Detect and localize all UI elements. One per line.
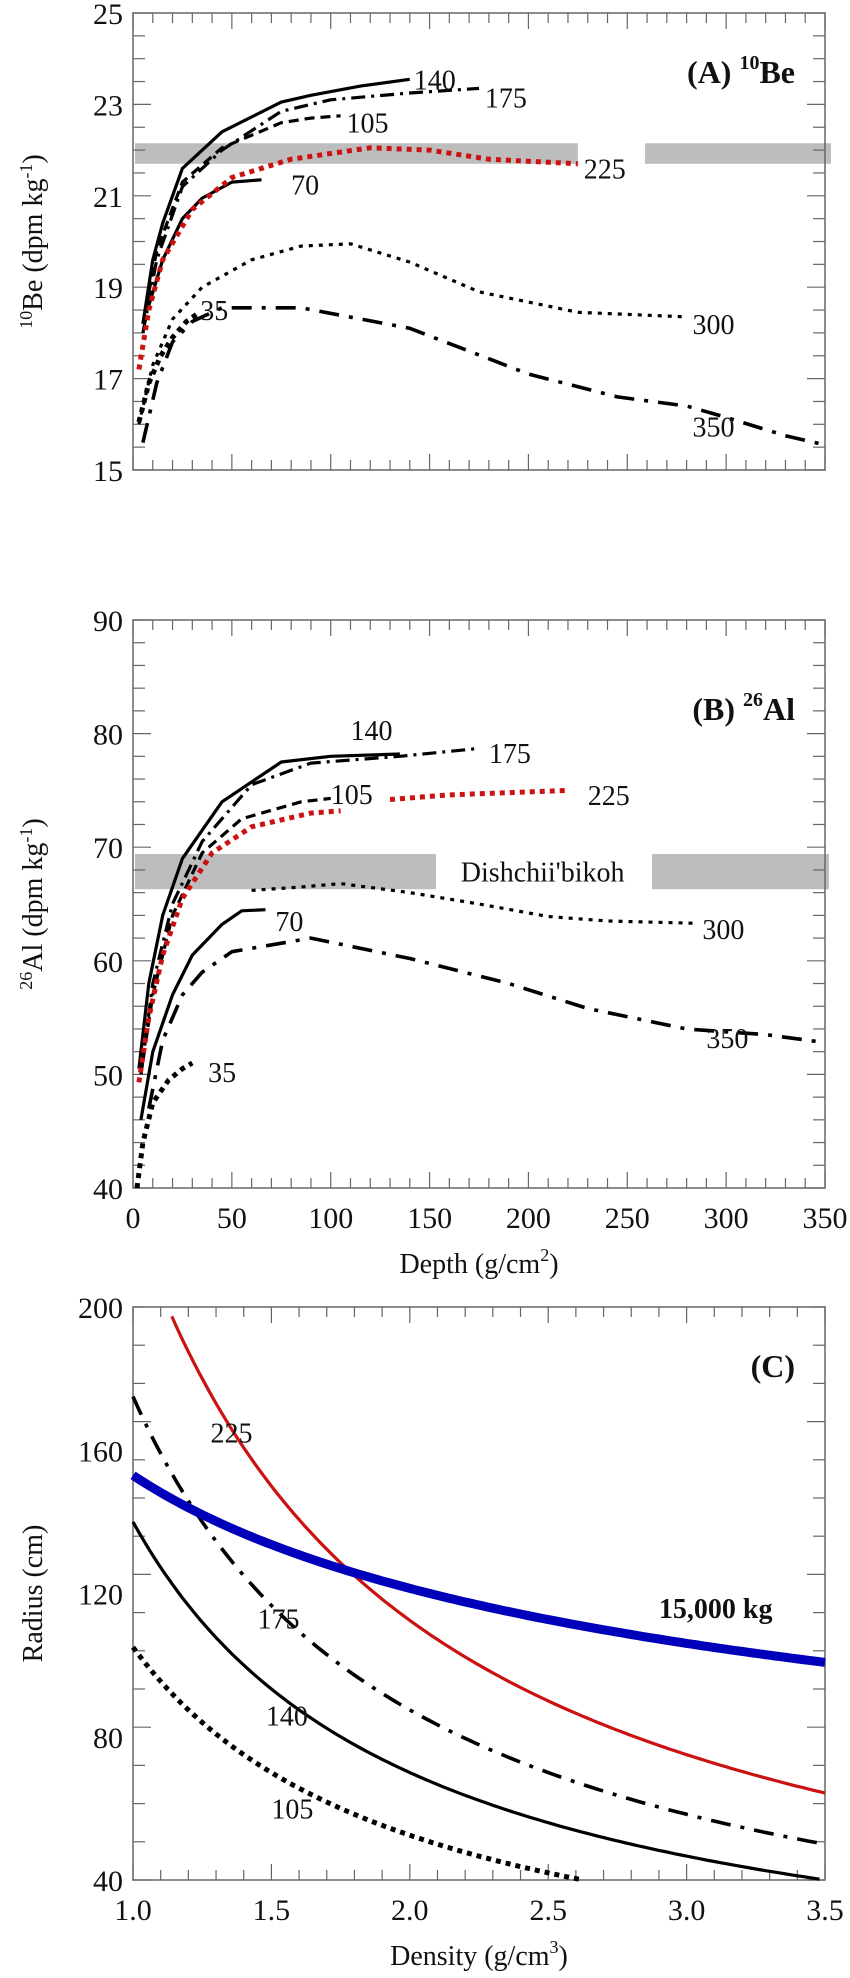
series-line-140 xyxy=(131,1521,820,1881)
x-tick-label: 3.0 xyxy=(668,1894,706,1927)
series-line-300 xyxy=(251,882,697,925)
series-line-175 xyxy=(131,1395,826,1846)
y-tick-label: 15 xyxy=(93,455,123,488)
y-tick-label: 160 xyxy=(78,1435,123,1468)
series-label-70: 70 xyxy=(275,907,303,938)
series-line-225 xyxy=(170,1315,826,1795)
y-tick-label: 70 xyxy=(93,832,123,865)
x-tick-label: 250 xyxy=(605,1202,650,1235)
series-line-350 xyxy=(147,936,826,1109)
series-line-35 xyxy=(134,1060,194,1189)
series-line-140 xyxy=(141,77,411,325)
x-tick-label: 2.5 xyxy=(529,1894,567,1927)
series-label-175: 175 xyxy=(258,1605,300,1636)
plot-frame xyxy=(132,1306,826,1881)
series-line-105 xyxy=(141,114,341,325)
x-tick-label: 350 xyxy=(803,1202,848,1235)
y-tick-label: 80 xyxy=(93,719,123,752)
y-axis-title: 10Be (dpm kg-1) xyxy=(16,154,49,329)
x-axis-title: Density (g/cm3) xyxy=(390,1937,568,1972)
series-line-70 xyxy=(147,178,262,306)
reference-band xyxy=(135,143,578,164)
y-tick-label: 21 xyxy=(93,181,123,214)
panel-C: 40 80 120 160 200 1.0 1.5 2.0 2.5 3.0 3.5 225 175 140… xyxy=(18,1292,844,1972)
series-line-175 xyxy=(139,746,480,1075)
series-line-15000kg xyxy=(130,1471,826,1667)
y-tick-label: 17 xyxy=(93,364,123,397)
series-line-105 xyxy=(130,1645,582,1883)
x-tick-label: 2.0 xyxy=(391,1894,429,1927)
series-label-70: 70 xyxy=(291,170,319,201)
x-tick-label: 200 xyxy=(506,1202,551,1235)
series-label-140: 140 xyxy=(266,1701,308,1732)
y-tick-label: 200 xyxy=(78,1292,123,1325)
y-tick-label: 80 xyxy=(93,1722,123,1755)
x-tick-label: 150 xyxy=(407,1202,452,1235)
series-line-225 xyxy=(136,808,341,1083)
reference-band xyxy=(652,854,829,890)
series-line-70 xyxy=(139,908,266,1121)
y-tick-label: 40 xyxy=(93,1865,123,1898)
x-tick-label: 1.0 xyxy=(114,1894,152,1927)
series-label-105: 105 xyxy=(271,1794,313,1825)
x-tick-label: 0 xyxy=(126,1202,141,1235)
x-tick-label: 50 xyxy=(217,1202,247,1235)
series-line-225 xyxy=(136,145,579,370)
series-label-35: 35 xyxy=(200,296,228,327)
series-line-300 xyxy=(137,242,687,425)
series-line-140 xyxy=(137,752,400,1069)
series-label-350: 350 xyxy=(706,1024,748,1055)
y-tick-label: 19 xyxy=(93,272,123,305)
x-tick-label: 100 xyxy=(308,1202,353,1235)
y-tick-label: 120 xyxy=(78,1579,123,1612)
series-label-300: 300 xyxy=(702,915,744,946)
series-label-350: 350 xyxy=(693,413,735,444)
y-tick-label: 60 xyxy=(93,946,123,979)
reference-band xyxy=(645,143,831,164)
series-label-300: 300 xyxy=(693,310,735,341)
panel-title: (B) 26Al xyxy=(692,689,795,727)
x-tick-label: 3.5 xyxy=(806,1894,844,1927)
series-line-350 xyxy=(141,306,826,447)
x-tick-label: 1.5 xyxy=(253,1894,291,1927)
panel-title: (C) xyxy=(751,1348,795,1384)
series-label-225: 225 xyxy=(588,781,630,812)
series-label-35: 35 xyxy=(208,1058,236,1089)
series-line-175 xyxy=(141,86,480,334)
y-tick-label: 25 xyxy=(93,0,123,31)
y-tick-label: 90 xyxy=(93,605,123,638)
y-axis-title: 26Al (dpm kg-1) xyxy=(16,818,49,989)
y-axis-title: Radius (cm) xyxy=(18,1525,49,1663)
plot-frame xyxy=(132,619,826,1189)
series-line-225 xyxy=(389,787,569,802)
series-label-140: 140 xyxy=(350,716,392,747)
reference-band xyxy=(135,854,437,890)
series-line-35 xyxy=(136,312,198,423)
series-label-175: 175 xyxy=(489,739,531,770)
y-tick-label: 40 xyxy=(93,1173,123,1206)
series-label-175: 175 xyxy=(485,84,527,115)
y-tick-label: 50 xyxy=(93,1059,123,1092)
series-label-105: 105 xyxy=(347,109,389,140)
series-label-105: 105 xyxy=(331,780,373,811)
series-label-225: 225 xyxy=(584,154,626,185)
panel-B: Dishchii'bikoh 40 50 60 70 80 90 0 50 100 150 200 25… xyxy=(16,605,848,1280)
panel-title: (A) 10Be xyxy=(687,52,795,90)
series-label-225: 225 xyxy=(211,1418,253,1449)
series-label-15000kg: 15,000 kg xyxy=(659,1594,773,1625)
x-tick-label: 300 xyxy=(704,1202,749,1235)
y-tick-label: 23 xyxy=(93,89,123,122)
x-axis-title: Depth (g/cm2) xyxy=(399,1245,558,1280)
band-label: Dishchii'bikoh xyxy=(461,858,625,889)
series-line-105 xyxy=(139,796,331,1075)
